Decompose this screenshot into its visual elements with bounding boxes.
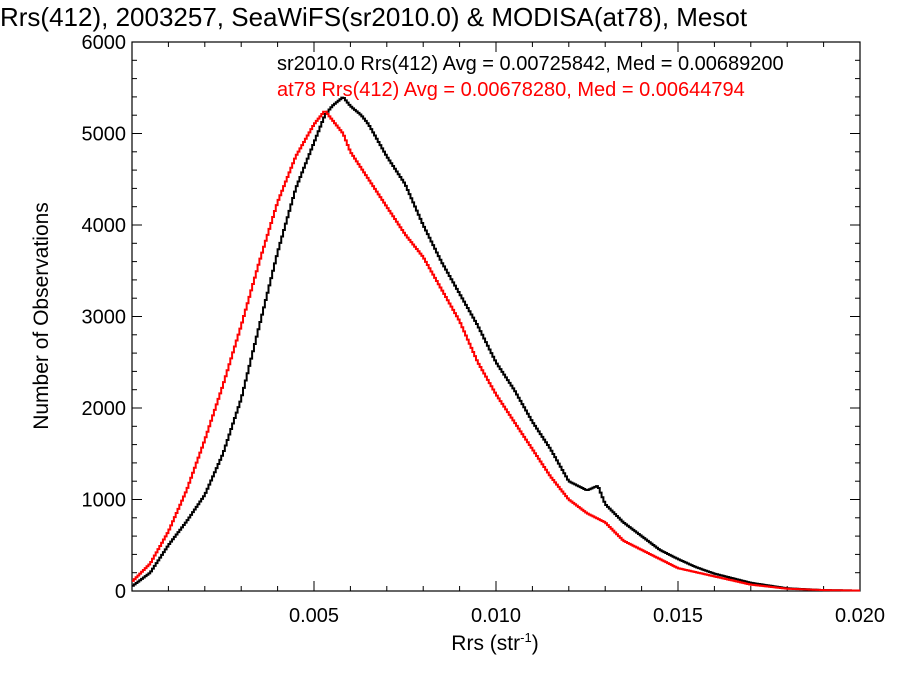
x-tick-label: 0.020	[835, 605, 885, 627]
plot-frame	[131, 41, 861, 592]
x-axis: 0.005 0.010 0.015 0.020	[167, 42, 885, 627]
x-tick-label: 0.005	[289, 605, 339, 627]
y-axis-label: Number of Observations	[30, 202, 53, 430]
legend-entry: sr2010.0 Rrs(412) Avg = 0.00725842, Med …	[277, 53, 784, 75]
y-tick-label: 4000	[82, 215, 127, 237]
y-tick-label: 3000	[82, 307, 127, 329]
y-tick-label: 0	[115, 581, 126, 603]
y-tick-label: 5000	[82, 124, 127, 146]
chart-title: Rrs(412), 2003257, SeaWiFS(sr2010.0) & M…	[0, 2, 748, 32]
series-line-at78	[132, 110, 860, 592]
y-tick-label: 6000	[82, 32, 127, 54]
y-tick-label: 1000	[82, 490, 127, 512]
legend-entry: at78 Rrs(412) Avg = 0.00678280, Med = 0.…	[277, 79, 745, 101]
x-tick-label: 0.015	[653, 605, 703, 627]
y-axis: 0 1000 2000 3000 4000 5000 6000	[82, 32, 860, 603]
legend: sr2010.0 Rrs(412) Avg = 0.00725842, Med …	[277, 53, 784, 101]
series-line-sr2010	[132, 96, 860, 592]
series-group	[132, 96, 860, 592]
x-tick-label: 0.010	[471, 605, 521, 627]
x-axis-label: Rrs (str-1)	[451, 630, 538, 655]
plot-border	[131, 41, 861, 592]
y-tick-label: 2000	[82, 398, 127, 420]
